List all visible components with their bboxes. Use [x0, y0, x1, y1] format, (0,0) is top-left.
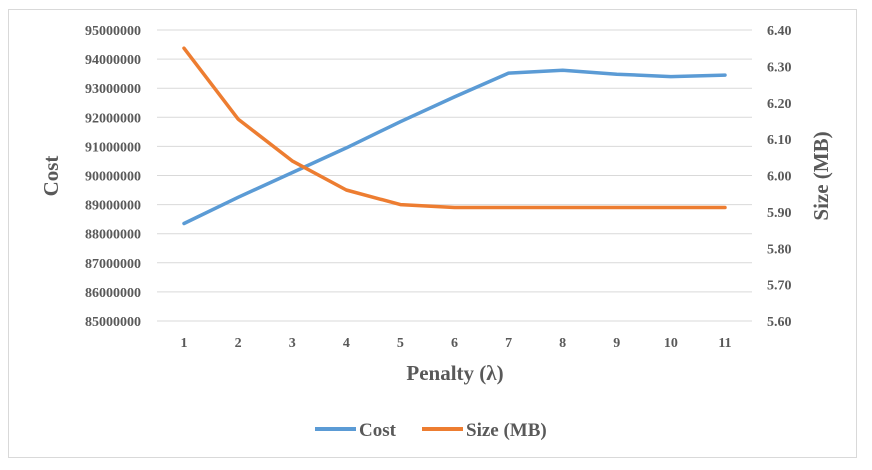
y-tick-label: 87000000: [85, 257, 141, 272]
x-tick-label: 6: [451, 336, 458, 351]
x-tick-label: 11: [718, 336, 731, 351]
x-tick-label: 8: [559, 336, 566, 351]
y-tick-label: 91000000: [85, 140, 141, 155]
y2-axis-ticks: 5.60 5.70 5.80 5.90 6.00 6.10 6.20 6.30 6.40: [767, 24, 792, 330]
y-tick-label: 95000000: [85, 24, 141, 39]
y2-tick-label: 5.90: [767, 206, 792, 221]
y2-tick-label: 6.30: [767, 60, 792, 75]
x-tick-label: 1: [181, 336, 188, 351]
y2-tick-label: 5.70: [767, 279, 792, 294]
y-tick-label: 86000000: [85, 286, 141, 301]
x-tick-label: 9: [613, 336, 620, 351]
y-tick-label: 94000000: [85, 53, 141, 68]
legend: Cost Size (MB): [315, 420, 547, 441]
y-tick-label: 85000000: [85, 315, 141, 330]
y-tick-label: 93000000: [85, 82, 141, 97]
x-axis-ticks: 1 2 3 4 5 6 7 8 9 10 11: [181, 336, 732, 351]
x-tick-label: 4: [343, 336, 350, 351]
y-axis-title: Cost: [39, 156, 63, 197]
x-tick-label: 2: [235, 336, 242, 351]
x-tick-label: 10: [664, 336, 678, 351]
x-tick-label: 7: [505, 336, 512, 351]
y2-axis-title: Size (MB): [809, 131, 833, 220]
y2-tick-label: 5.80: [767, 242, 792, 257]
x-tick-label: 5: [397, 336, 404, 351]
y-axis-ticks: 85000000 86000000 87000000 88000000 89000000…: [85, 24, 141, 330]
x-tick-label: 3: [289, 336, 296, 351]
gridlines: [157, 29, 752, 322]
series-layer: [182, 46, 727, 226]
y2-tick-label: 6.10: [767, 133, 792, 148]
y-tick-label: 89000000: [85, 199, 141, 214]
y2-tick-label: 6.00: [767, 170, 792, 185]
legend-label-cost: Cost: [359, 420, 397, 441]
y-tick-label: 88000000: [85, 228, 141, 243]
y2-tick-label: 6.40: [767, 24, 792, 39]
y-tick-label: 90000000: [85, 170, 141, 185]
y2-tick-label: 5.60: [767, 315, 792, 330]
legend-label-size: Size (MB): [466, 420, 547, 441]
y2-tick-label: 6.20: [767, 97, 792, 112]
x-axis-title: Penalty (λ): [406, 361, 503, 385]
y-tick-label: 92000000: [85, 111, 141, 126]
